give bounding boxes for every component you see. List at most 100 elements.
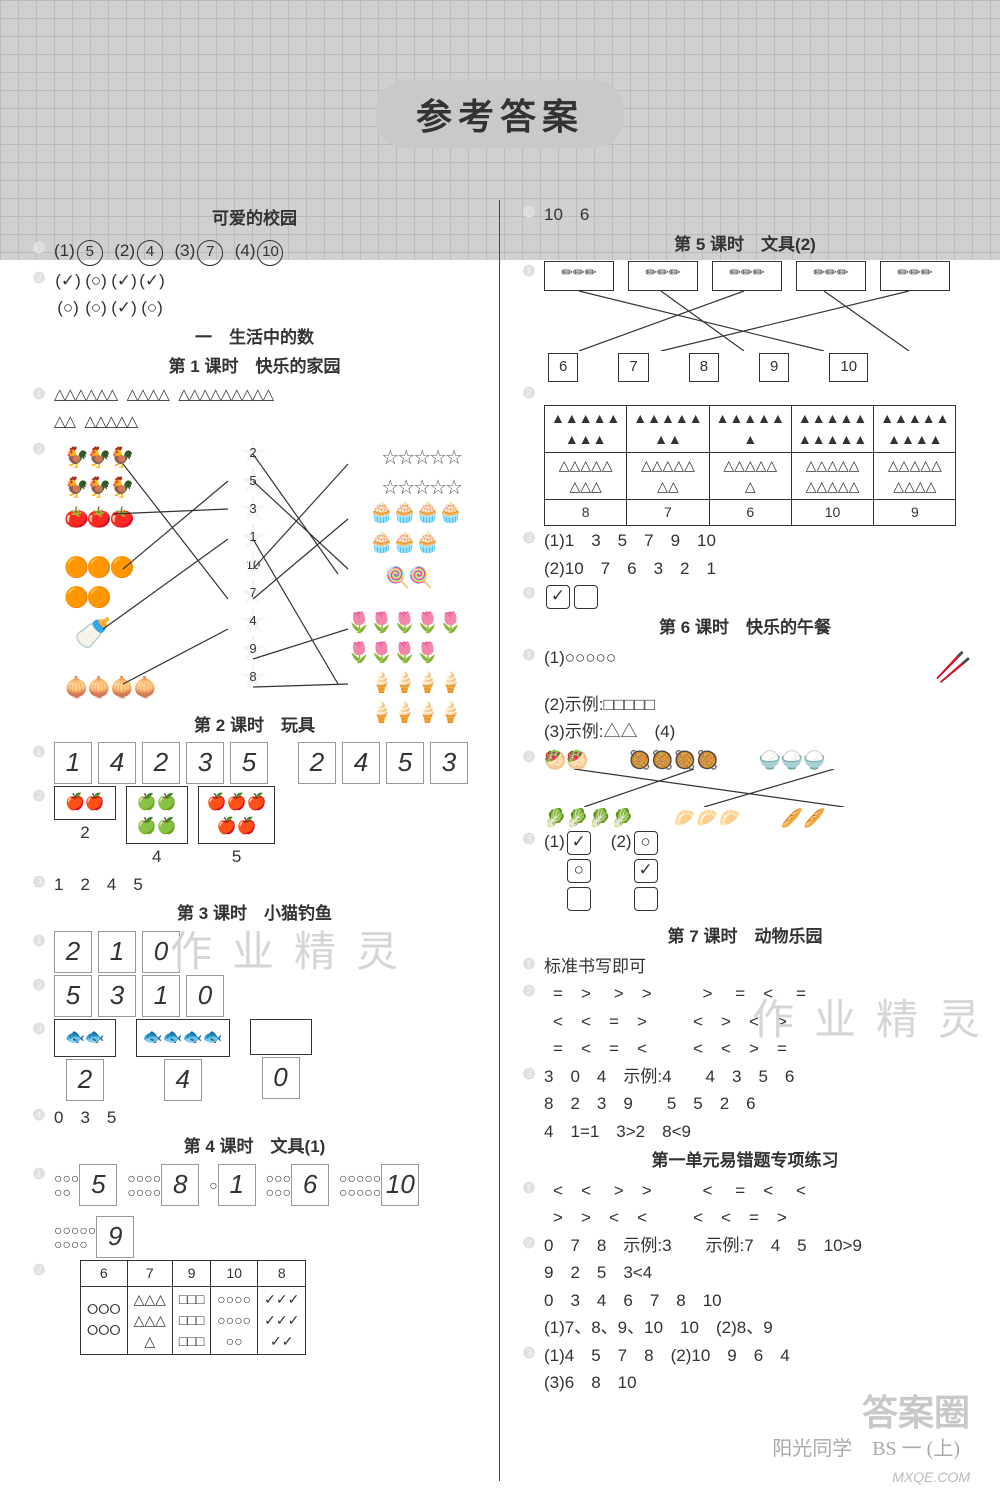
triangles-group: △△△△△ [85, 411, 138, 434]
ut-q2a: ❷ 0 7 8 示例:3 示例:7 4 5 10>9 [518, 1233, 972, 1259]
l7-q2r1: ❷ => >> > =< = [518, 981, 972, 1007]
l5-triangle-table: ▲▲▲▲▲▲▲▲▲▲▲▲▲▲▲▲▲▲▲▲▲▲▲▲▲▲▲▲▲▲▲▲▲▲▲▲▲▲▲▲… [544, 405, 956, 526]
mark: (○) [82, 268, 110, 294]
circle-group: ○○○○○○ 6 [266, 1164, 329, 1206]
q1-item: (3)7 [174, 238, 225, 266]
digit-cell: 5 [230, 742, 268, 784]
l5-q4: ❹ ✓ [518, 583, 972, 611]
qnum: ❸ [518, 202, 540, 224]
q1-row: ❶ (1)5 (2)4 (3)7 (4)10 [28, 238, 481, 266]
num-box: 6 [548, 353, 578, 382]
digit-cell: 3 [186, 742, 224, 784]
digit-cell: 5 [54, 975, 92, 1017]
qnum: ❷ [28, 975, 50, 997]
fish-box: 🐟🐟 2 [54, 1019, 116, 1103]
l3-q4: ❹ 0 3 5 [28, 1105, 481, 1131]
qnum: ❷ [28, 1260, 50, 1282]
circle-group: ○○○○○ 5 [54, 1164, 117, 1206]
qnum: ❶ [28, 742, 50, 764]
unit-test-title: 第一单元易错题专项练习 [518, 1148, 972, 1174]
l6-q1b: (2)示例:□□□□□ [544, 692, 972, 718]
circle-group: ○○○○○○○○○○ 10 [339, 1164, 419, 1206]
checkbox: ○ [567, 859, 591, 883]
l7-q2r3: =< =< < <> = [544, 1036, 972, 1062]
digit-cell: 5 [386, 742, 424, 784]
qnum-2: ❷ [28, 268, 50, 290]
footer-url: MXQE.COM [892, 1469, 970, 1485]
section-campus-title: 可爱的校园 [28, 206, 481, 232]
qnum: ❶ [28, 1164, 50, 1186]
digit-cell: 0 [186, 975, 224, 1017]
ut-q3a: ❸ (1)4 5 7 8 (2)10 9 6 4 [518, 1343, 972, 1369]
l5-q2: ❷ ▲▲▲▲▲▲▲▲▲▲▲▲▲▲▲▲▲▲▲▲▲▲▲▲▲▲▲▲▲▲▲▲▲▲▲▲▲▲… [518, 383, 972, 526]
qnum: ❸ [28, 1019, 50, 1041]
num-box: 10 [829, 353, 868, 382]
checkbox: ✓ [567, 831, 591, 855]
ut-q2c: 0 3 4 6 7 8 10 [544, 1288, 972, 1314]
qnum-1b: ❶ [28, 384, 50, 406]
l7-q2r2: << => < >< > [544, 1009, 972, 1035]
qnum: ❷ [518, 1233, 540, 1255]
lesson7-title: 第 7 课时 动物乐园 [518, 924, 972, 950]
qnum: ❶ [518, 261, 540, 283]
lesson5-title: 第 5 课时 文具(2) [518, 232, 972, 258]
lunch-icon: 🥢 [935, 645, 972, 690]
content-columns: 作业精灵 可爱的校园 ❶ (1)5 (2)4 (3)7 (4)10 ❷ (✓) … [10, 200, 990, 1481]
qnum: ❷ [518, 747, 540, 769]
l6-q2-matching: ❷ 🥙🥙 🥘🥘🥘🥘 🍚🍚🍚 🥬🥬🥬🥬 🥟🥟🥟 🥖🥖 [518, 747, 972, 827]
circle-group: ○ 1 [209, 1164, 255, 1206]
qnum: ❸ [518, 829, 540, 851]
qnum: ❸ [518, 1343, 540, 1365]
circle-group: ○○○○○○○○○ 9 [54, 1216, 134, 1258]
ut-q1r2: >> << < <= > [544, 1205, 972, 1231]
l7-q3b: 8 2 3 9 5 5 2 6 [544, 1091, 972, 1117]
img-box: ✏✏✏ [628, 261, 698, 291]
qnum: ❶ [518, 645, 540, 667]
img-box: ✏✏✏ [880, 261, 950, 291]
l7-q3c: 4 1=1 3>2 8<9 [544, 1119, 972, 1145]
mark: (○) [82, 295, 110, 321]
qnum: ❷ [518, 383, 540, 405]
digit-cell: 3 [98, 975, 136, 1017]
qnum: ❸ [518, 528, 540, 550]
q2-row2: (○) (○) (✓) (○) [54, 295, 481, 321]
qnum: ❶ [28, 931, 50, 953]
mark: (✓) [110, 295, 138, 321]
page-title-banner: 参考答案 [376, 80, 624, 148]
food-icon: 🥖🥖 [781, 805, 826, 832]
l2-q3: ❸ 1 2 4 5 [28, 872, 481, 898]
img-box: ✏✏✏ [796, 261, 866, 291]
digit-cell: 1 [98, 931, 136, 973]
lesson3-title: 第 3 课时 小猫钓鱼 [28, 901, 481, 927]
checkbox [574, 585, 598, 609]
checkbox [567, 887, 591, 911]
qnum: ❸ [28, 872, 50, 894]
circle-group: ○○○○○○○○ 8 [127, 1164, 199, 1206]
qnum: ❷ [28, 786, 50, 808]
l1-matching-diagram: ❷ 🐓🐓🐓🐓🐓🐓 🍅🍅🍅 🟠🟠🟠🟠🟠 🍼 🧅🧅🧅🧅 [28, 439, 481, 709]
qnum: ❷ [518, 981, 540, 1003]
ut-q1r1: ❶ << >> < =< < [518, 1178, 972, 1204]
q1-item: (1)5 [54, 238, 105, 266]
l2-q1: ❶ 1 4 2 3 5 2 4 5 3 [28, 742, 481, 784]
ut-q2d: (1)7、8、9、10 10 (2)8、9 [544, 1315, 972, 1341]
checkbox: ○ [634, 831, 658, 855]
fruit-box: 🍎🍎 2 [54, 786, 116, 870]
checkbox: ✓ [546, 585, 570, 609]
footer-brand: 阳光同学 BS 一 (上) [772, 1432, 960, 1461]
mark: (✓) [110, 268, 138, 294]
digit-cell: 2 [54, 931, 92, 973]
l6-q1a: ❶ (1)○○○○○ 🥢 [518, 645, 972, 690]
digit-cell: 4 [342, 742, 380, 784]
num-box: 7 [618, 353, 648, 382]
qnum: ❶ [518, 1178, 540, 1200]
l1-q1: ❶ △△△△△△ △△△△ △△△△△△△△△ [28, 384, 481, 410]
mark: (○) [54, 295, 82, 321]
l1-q1b: △△ △△△△△ [54, 411, 481, 437]
digit-cell: 1 [142, 975, 180, 1017]
right-column: 作业精灵 ❸ 10 6 第 5 课时 文具(2) ❶ ✏✏✏ ✏✏✏ ✏✏✏ ✏… [500, 200, 990, 1481]
triangles-group: △△△△△△△△△ [178, 384, 273, 407]
digit-cell: 2 [142, 742, 180, 784]
triangles-group: △△ [54, 411, 75, 434]
l5-q3a: ❸ (1)1 3 5 7 9 10 [518, 528, 972, 554]
